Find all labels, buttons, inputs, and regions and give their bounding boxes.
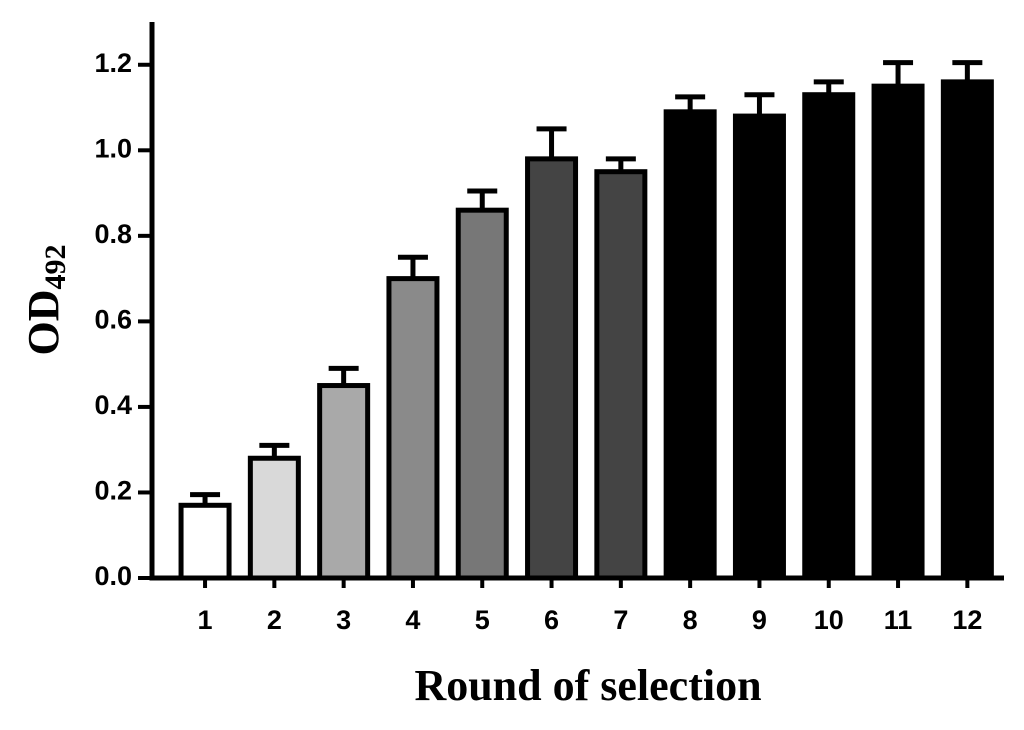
x-tick-label: 2 — [267, 605, 282, 635]
bar — [525, 156, 579, 581]
bar — [455, 207, 509, 581]
bar — [871, 83, 925, 581]
x-tick-label: 6 — [544, 605, 559, 635]
bar — [940, 79, 994, 581]
x-tick-label: 1 — [198, 605, 213, 635]
y-axis-title-subscript: 492 — [39, 245, 72, 290]
bar — [386, 276, 440, 581]
bar — [317, 383, 371, 581]
y-tick-label: 0.4 — [94, 390, 132, 420]
bar — [663, 109, 717, 581]
y-tick-label: 0.6 — [94, 305, 132, 335]
x-tick-label: 3 — [336, 605, 351, 635]
y-tick-label: 0.8 — [94, 219, 132, 249]
bar — [178, 502, 232, 581]
bar — [247, 455, 301, 581]
x-tick-label: 7 — [613, 605, 628, 635]
x-axis-title: Round of selection — [414, 661, 761, 710]
y-tick-label: 0.2 — [94, 476, 132, 506]
x-tick-label: 8 — [683, 605, 698, 635]
bar — [732, 113, 786, 581]
bar — [594, 169, 648, 581]
x-tick-label: 4 — [405, 605, 420, 635]
x-tick-label: 10 — [814, 605, 844, 635]
y-axis-title: OD492 — [19, 245, 72, 356]
y-tick-label: 0.0 — [94, 561, 132, 591]
x-tick-label: 5 — [475, 605, 490, 635]
x-tick-label: 11 — [884, 605, 913, 635]
bar — [802, 92, 856, 581]
x-tick-label: 9 — [752, 605, 767, 635]
y-tick-label: 1.2 — [94, 48, 132, 78]
y-axis-title-main: OD — [19, 290, 68, 356]
x-tick-label: 12 — [952, 605, 982, 635]
y-tick-label: 1.0 — [94, 133, 132, 163]
